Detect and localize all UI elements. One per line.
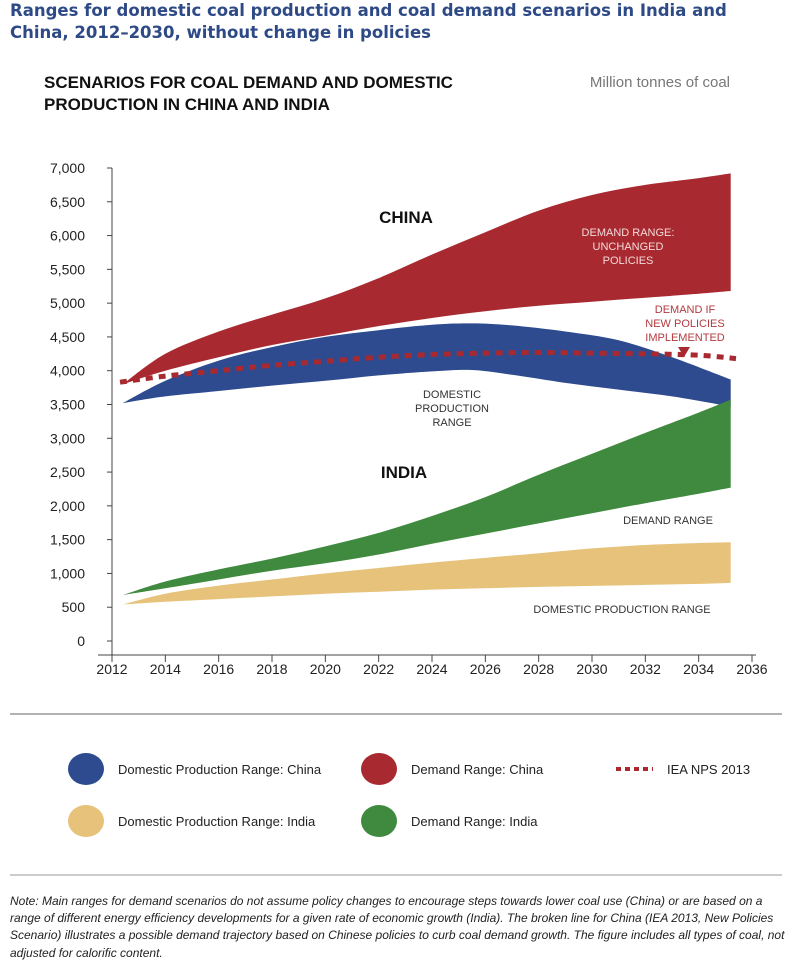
y-tick-label: 3,500 <box>50 397 85 413</box>
x-tick-label: 2016 <box>203 661 234 677</box>
legend-swatch-china-demand <box>361 753 397 785</box>
x-tick-label: 2022 <box>363 661 394 677</box>
y-tick-label: 5,500 <box>50 261 85 277</box>
legend-label: Demand Range: China <box>411 762 544 777</box>
figure-title: Ranges for domestic coal production and … <box>10 1 727 42</box>
y-tick-label: 2,000 <box>50 498 85 514</box>
y-tick-label: 4,000 <box>50 363 85 379</box>
x-tick-label: 2026 <box>470 661 501 677</box>
y-tick-label: 1,000 <box>50 565 85 581</box>
y-tick-label: 5,000 <box>50 295 85 311</box>
band-india-demand <box>122 399 731 596</box>
x-tick-label: 2020 <box>310 661 341 677</box>
label-new-policies: DEMAND IF <box>655 304 716 316</box>
y-tick-label: 3,000 <box>50 430 85 446</box>
legend-swatch-india-production <box>68 805 104 837</box>
legend-label: Domestic Production Range: China <box>118 762 322 777</box>
x-tick-label: 2024 <box>416 661 447 677</box>
label-new-policies: NEW POLICIES <box>645 318 724 330</box>
y-tick-label: 4,500 <box>50 329 85 345</box>
new-policies-arrow <box>678 347 690 357</box>
x-tick-label: 2014 <box>150 661 181 677</box>
label-china: CHINA <box>379 208 433 227</box>
label-india-production: DOMESTIC PRODUCTION RANGE <box>533 604 710 616</box>
legend-swatch-china-production <box>68 753 104 785</box>
y-tick-label: 6,500 <box>50 194 85 210</box>
legend-label: IEA NPS 2013 <box>667 762 750 777</box>
label-china-production: PRODUCTION <box>415 403 489 415</box>
label-china-demand: UNCHANGED <box>593 241 664 253</box>
label-india-demand: DEMAND RANGE <box>623 515 713 527</box>
x-tick-label: 2036 <box>736 661 767 677</box>
x-tick-label: 2028 <box>523 661 554 677</box>
line-iea-nps-2013 <box>119 349 737 385</box>
legend-swatch-india-demand <box>361 805 397 837</box>
chart-title-line-1: SCENARIOS FOR COAL DEMAND AND DOMESTIC <box>44 73 453 92</box>
label-new-policies: IMPLEMENTED <box>645 332 725 344</box>
chart-title-line-2: PRODUCTION IN CHINA AND INDIA <box>44 95 330 114</box>
y-tick-label: 1,500 <box>50 532 85 548</box>
legend-label: Demand Range: India <box>411 814 538 829</box>
x-tick-label: 2030 <box>576 661 607 677</box>
y-tick-label: 7,000 <box>50 160 85 176</box>
coal-scenarios-chart: SCENARIOS FOR COAL DEMAND AND DOMESTIC P… <box>10 73 782 876</box>
label-china-production: DOMESTIC <box>423 389 481 401</box>
band-india-production <box>122 542 731 605</box>
y-tick-label: 0 <box>77 633 85 649</box>
y-tick-label: 500 <box>62 599 86 615</box>
label-china-production: RANGE <box>432 417 471 429</box>
x-tick-label: 2012 <box>96 661 127 677</box>
footnote: Note: Main ranges for demand scenarios d… <box>10 894 785 960</box>
x-tick-label: 2018 <box>256 661 287 677</box>
band-china-production <box>122 323 731 407</box>
band-china-demand <box>122 173 731 385</box>
x-tick-label: 2034 <box>683 661 714 677</box>
label-china-demand: DEMAND RANGE: <box>582 227 675 239</box>
y-tick-label: 6,000 <box>50 228 85 244</box>
y-tick-label: 2,500 <box>50 464 85 480</box>
label-india: INDIA <box>381 463 427 482</box>
legend-label: Domestic Production Range: India <box>118 814 316 829</box>
chart-unit: Million tonnes of coal <box>590 74 730 91</box>
label-china-demand: POLICIES <box>603 255 654 267</box>
x-tick-label: 2032 <box>630 661 661 677</box>
